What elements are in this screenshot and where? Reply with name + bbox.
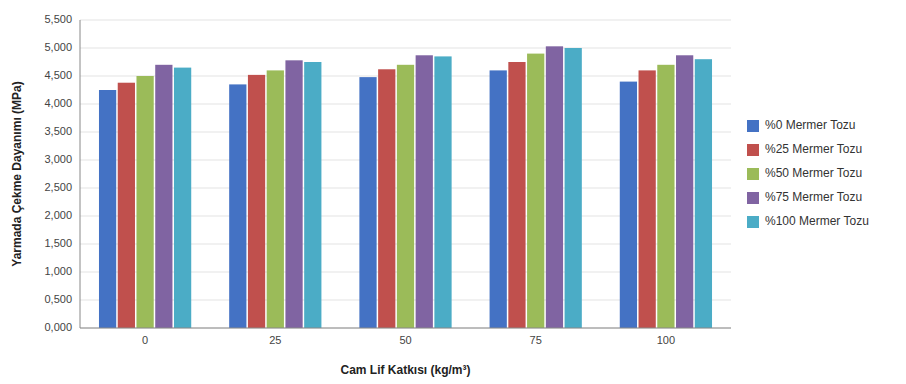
bar xyxy=(508,62,525,328)
legend-item: %0 Mermer Tozu xyxy=(747,118,855,132)
legend-item: %75 Mermer Tozu xyxy=(747,190,862,204)
y-tick-label: 3,000 xyxy=(44,153,72,165)
y-tick-label: 0,500 xyxy=(44,293,72,305)
bar xyxy=(267,70,284,328)
bar-series xyxy=(136,54,674,328)
x-axis-line xyxy=(80,328,731,329)
bar xyxy=(99,90,116,328)
bar xyxy=(490,70,507,328)
bar xyxy=(155,65,172,328)
bar xyxy=(229,84,246,328)
y-tick-label: 2,500 xyxy=(44,181,72,193)
bar xyxy=(676,55,693,328)
legend-label: %100 Mermer Tozu xyxy=(765,214,869,228)
bar xyxy=(174,68,191,328)
bar xyxy=(285,60,302,328)
x-tick-label: 50 xyxy=(399,334,411,346)
y-tick-label: 5,000 xyxy=(44,41,72,53)
bars xyxy=(99,46,712,328)
x-tick-label: 100 xyxy=(657,334,675,346)
y-axis-line xyxy=(80,20,81,328)
y-ticks: 0,000 0,500 1,000 1,500 2,000 2,500 3,000 3,500… xyxy=(44,13,72,333)
grid-line xyxy=(80,48,731,49)
legend-label: %75 Mermer Tozu xyxy=(765,190,862,204)
bar xyxy=(620,82,637,328)
y-tick-label: 1,500 xyxy=(44,237,72,249)
y-tick-label: 5,500 xyxy=(44,13,72,25)
bar xyxy=(657,65,674,328)
legend-label: %50 Mermer Tozu xyxy=(765,166,862,180)
chart-svg: 0,000 0,500 1,000 1,500 2,000 2,500 3,000 3,500… xyxy=(0,0,906,384)
y-tick-label: 1,000 xyxy=(44,265,72,277)
bar xyxy=(397,65,414,328)
bar-series xyxy=(174,48,712,328)
chart-container: 0,000 0,500 1,000 1,500 2,000 2,500 3,000 3,500… xyxy=(0,0,906,384)
bar xyxy=(695,59,712,328)
bar xyxy=(136,76,153,328)
bar xyxy=(527,54,544,328)
bar xyxy=(416,55,433,328)
legend-label: %25 Mermer Tozu xyxy=(765,142,862,156)
y-axis-label: Yarmada Çekme Dayanımı (MPa) xyxy=(10,81,24,266)
legend: %0 Mermer Tozu %25 Mermer Tozu %50 Mermer … xyxy=(747,118,869,228)
bar xyxy=(248,75,265,328)
legend-item: %100 Mermer Tozu xyxy=(747,214,869,228)
bar xyxy=(118,83,135,328)
y-grid xyxy=(80,20,731,328)
legend-item: %50 Mermer Tozu xyxy=(747,166,862,180)
legend-swatch xyxy=(747,216,759,228)
y-tick-label: 0,000 xyxy=(44,321,72,333)
bar xyxy=(639,70,656,328)
x-tick-label: 75 xyxy=(530,334,542,346)
bar xyxy=(378,69,395,328)
y-tick-label: 2,000 xyxy=(44,209,72,221)
bar xyxy=(359,77,376,328)
bar xyxy=(304,62,321,328)
legend-swatch xyxy=(747,168,759,180)
y-tick-label: 4,500 xyxy=(44,69,72,81)
legend-swatch xyxy=(747,192,759,204)
grid-line xyxy=(80,328,731,329)
x-axis-label: Cam Lif Katkısı (kg/m³) xyxy=(340,363,470,377)
legend-item: %25 Mermer Tozu xyxy=(747,142,862,156)
plot-background xyxy=(80,20,731,328)
bar xyxy=(434,56,451,328)
y-tick-label: 4,000 xyxy=(44,97,72,109)
x-tick-label: 0 xyxy=(142,334,148,346)
legend-swatch xyxy=(747,120,759,132)
x-ticks: 0 25 50 75 100 xyxy=(142,334,675,346)
y-tick-label: 3,500 xyxy=(44,125,72,137)
bar-series xyxy=(155,46,693,328)
x-tick-label: 25 xyxy=(269,334,281,346)
bar xyxy=(565,48,582,328)
bar xyxy=(546,46,563,328)
legend-label: %0 Mermer Tozu xyxy=(765,118,855,132)
grid-line xyxy=(80,20,731,21)
legend-swatch xyxy=(747,144,759,156)
